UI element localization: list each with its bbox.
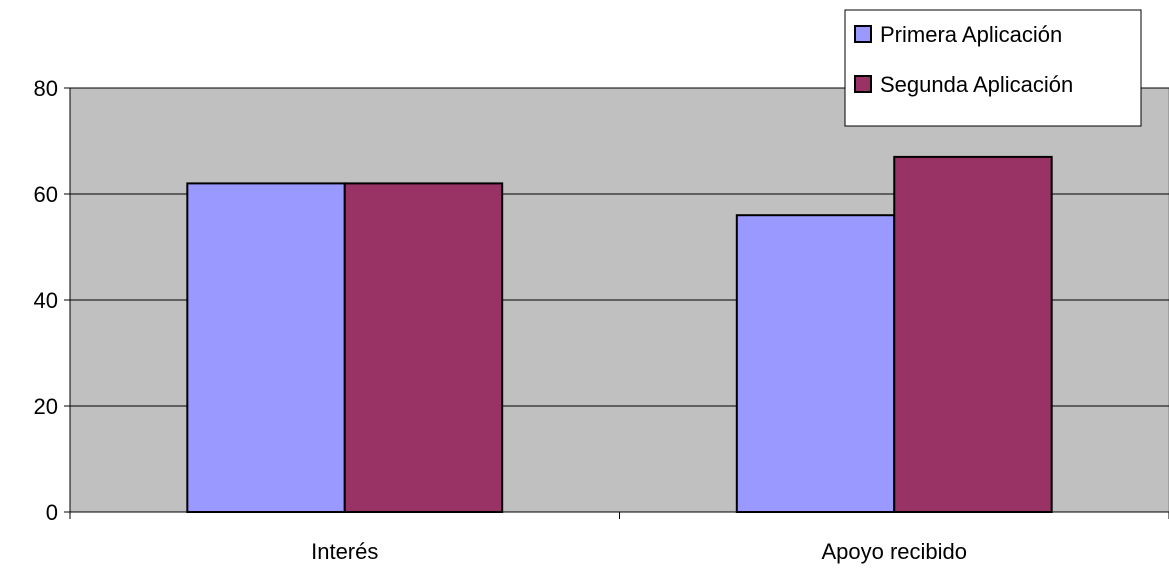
axes	[64, 87, 1169, 519]
y-tick-label-60: 60	[34, 182, 58, 207]
bars	[186, 155, 1053, 513]
legend-swatch-0	[854, 25, 872, 43]
y-tick-label-40: 40	[34, 288, 58, 313]
category-label-1: Apoyo recibido	[821, 539, 967, 564]
legend-swatch-1	[854, 75, 872, 93]
category-labels: Interés Apoyo recibido	[311, 539, 967, 564]
category-label-0: Interés	[311, 539, 378, 564]
bar-segunda-0	[343, 182, 504, 513]
legend-label-1: Segunda Aplicación	[880, 72, 1073, 97]
y-tick-label-80: 80	[34, 76, 58, 101]
y-tick-label-0: 0	[46, 500, 58, 525]
bar-primera-0	[186, 182, 346, 513]
y-tick-label-20: 20	[34, 394, 58, 419]
legend-box	[844, 9, 1142, 127]
legend-label-0: Primera Aplicación	[880, 22, 1062, 47]
bar-segunda-1	[893, 155, 1053, 513]
legend: Primera Aplicación Segunda Aplicación	[844, 9, 1142, 127]
y-tick-labels: 0 20 40 60 80	[34, 76, 58, 525]
bar-primera-1	[735, 214, 896, 513]
